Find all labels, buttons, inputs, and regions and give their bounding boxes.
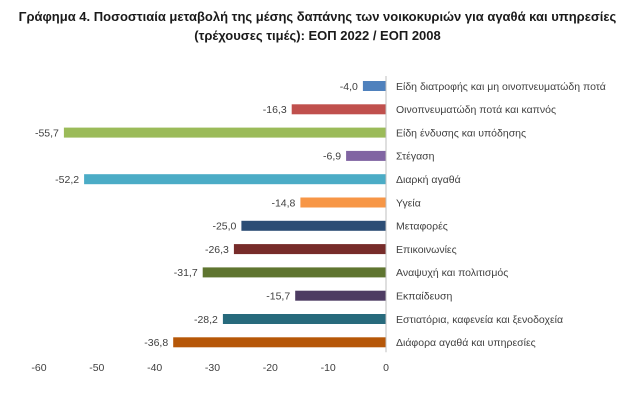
data-label: -28,2 — [194, 314, 218, 326]
bar — [202, 267, 386, 278]
category-label: Εκπαίδευση — [396, 291, 453, 303]
data-label: -16,3 — [263, 104, 287, 116]
x-tick-label: -30 — [205, 362, 220, 374]
data-label: -52,2 — [55, 174, 79, 186]
x-tick-label: 0 — [383, 362, 389, 374]
category-label: Διάφορα αγαθά και υπηρεσίες — [396, 337, 536, 349]
category-label: Μεταφορές — [396, 221, 448, 233]
category-label: Εστιατόρια, καφενεία και ξενοδοχεία — [396, 314, 563, 326]
category-label: Είδη διατροφής και μη οινοπνευματώδη ποτ… — [396, 81, 606, 93]
bar — [300, 197, 386, 208]
x-tick-label: -60 — [31, 362, 46, 374]
category-label: Στέγαση — [396, 151, 435, 163]
data-label: -4,0 — [340, 81, 358, 93]
bar — [173, 337, 386, 348]
bar — [291, 104, 386, 115]
category-label: Οινοπνευματώδη ποτά και καπνός — [396, 104, 556, 116]
bar — [241, 220, 386, 231]
data-label: -55,7 — [35, 127, 59, 139]
data-label: -6,9 — [323, 151, 341, 163]
data-label: -25,0 — [212, 221, 236, 233]
bar — [84, 174, 386, 185]
data-label: -31,7 — [174, 267, 198, 279]
bar — [295, 290, 386, 301]
chart-title-line-2: (τρέχουσες τιμές): ΕΟΠ 2022 / ΕΟΠ 2008 — [194, 28, 441, 43]
data-label: -15,7 — [266, 291, 290, 303]
chart-title-line-1: Γράφημα 4. Ποσοστιαία μεταβολή της μέσης… — [18, 9, 617, 24]
category-label: Επικοινωνίες — [396, 244, 457, 256]
category-label: Είδη ένδυσης και υπόδησης — [396, 127, 526, 139]
x-tick-label: -50 — [89, 362, 104, 374]
data-label: -14,8 — [271, 197, 295, 209]
chart-title: Γράφημα 4. Ποσοστιαία μεταβολή της μέσης… — [0, 7, 635, 45]
category-label: Υγεία — [396, 197, 421, 209]
bar — [233, 244, 386, 255]
bar — [63, 127, 387, 138]
x-tick-label: -40 — [147, 362, 162, 374]
category-label: Αναψυχή και πολιτισμός — [396, 267, 508, 279]
bar — [222, 314, 386, 324]
x-tick-label: -20 — [263, 362, 278, 374]
data-label: -26,3 — [205, 244, 229, 256]
bar — [362, 81, 386, 91]
data-label: -36,8 — [144, 337, 168, 349]
x-tick-label: -10 — [321, 362, 336, 374]
category-label: Διαρκή αγαθά — [396, 174, 461, 186]
bar — [346, 150, 386, 161]
